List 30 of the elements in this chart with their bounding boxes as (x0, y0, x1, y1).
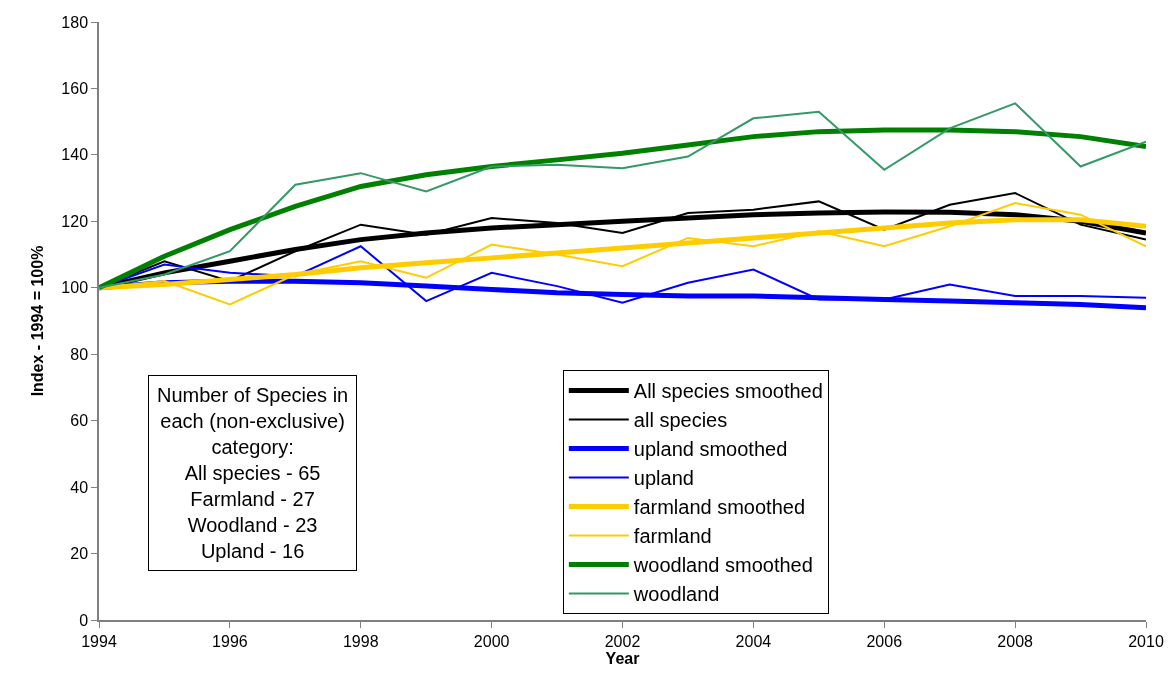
x-tick-label: 1994 (81, 632, 117, 650)
annotation: Number of Species in each (non-exclusive) category: All species - 65 Farmland - 27 Woodland - 23 Upland - 16 (157, 384, 349, 562)
y-tick-label: 40 (70, 478, 89, 496)
x-axis-title: Year (605, 649, 640, 667)
legend-label: all species (633, 409, 728, 432)
x-tick-label: 1996 (212, 632, 248, 650)
y-tick-label: 160 (61, 80, 89, 98)
legend-label: woodland smoothed (632, 554, 813, 577)
x-tick-label: 2000 (473, 632, 510, 650)
x-tick-label: 1998 (342, 632, 379, 650)
legend-label: upland smoothed (633, 438, 788, 461)
legend-label: upland (633, 467, 694, 490)
legend-label: farmland (633, 525, 712, 548)
y-tick-label: 80 (70, 345, 89, 363)
x-tick-label: 2002 (604, 632, 641, 650)
legend-label: All species smoothed (633, 380, 823, 403)
legend-label: farmland smoothed (633, 496, 806, 519)
x-tick-label: 2010 (1128, 632, 1164, 650)
y-tick-label: 140 (61, 146, 89, 164)
y-axis-title: Index - 1994 = 100% (28, 245, 46, 397)
y-tick-label: 180 (61, 13, 89, 31)
legend-label: woodland (632, 583, 720, 606)
x-tick-label: 2008 (997, 632, 1034, 650)
y-tick-label: 120 (61, 212, 89, 230)
x-tick-label: 2004 (735, 632, 772, 650)
y-tick-label: 60 (70, 412, 89, 430)
y-tick-label: 0 (79, 611, 89, 629)
y-tick-label: 100 (61, 279, 89, 297)
x-tick-label: 2006 (866, 632, 903, 650)
y-tick-label: 20 (70, 545, 89, 563)
